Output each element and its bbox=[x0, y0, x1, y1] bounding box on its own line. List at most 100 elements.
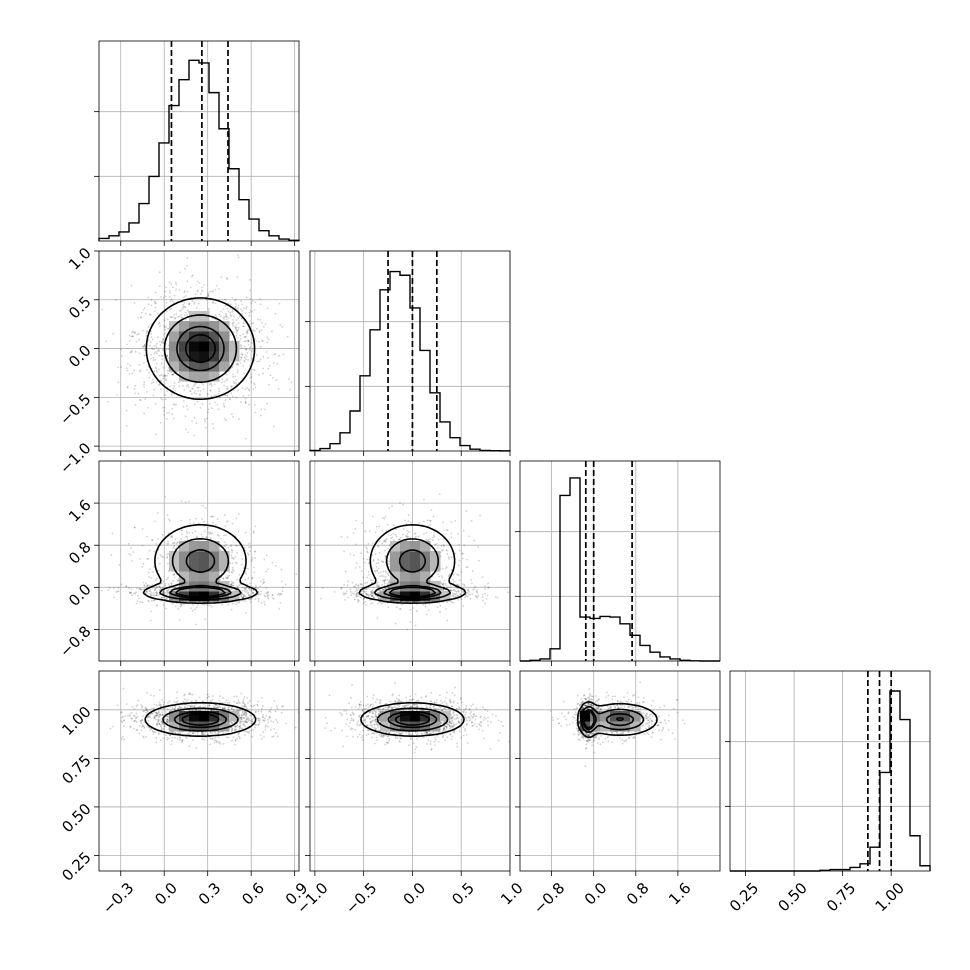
scatter-point bbox=[230, 582, 233, 585]
scatter-point bbox=[156, 604, 159, 606]
scatter-point bbox=[257, 597, 260, 600]
scatter-point bbox=[167, 583, 170, 586]
scatter-point bbox=[133, 526, 136, 529]
scatter-point bbox=[188, 303, 191, 305]
scatter-point bbox=[133, 387, 136, 390]
density-cell bbox=[179, 341, 190, 352]
scatter-point bbox=[140, 725, 143, 728]
scatter-point bbox=[367, 593, 370, 596]
scatter-point bbox=[279, 593, 282, 595]
scatter-point bbox=[266, 307, 269, 310]
scatter-point bbox=[176, 696, 178, 699]
scatter-point bbox=[429, 519, 432, 522]
scatter-point bbox=[150, 336, 153, 338]
scatter-point bbox=[229, 303, 232, 306]
scatter-point bbox=[110, 554, 113, 556]
scatter-point bbox=[441, 583, 444, 586]
scatter-point bbox=[361, 583, 364, 586]
scatter-point bbox=[271, 376, 274, 379]
scatter-point bbox=[439, 611, 441, 613]
scatter-point bbox=[459, 593, 462, 596]
scatter-point bbox=[243, 711, 246, 714]
scatter-point bbox=[371, 579, 374, 581]
scatter-point bbox=[390, 534, 392, 537]
scatter-point bbox=[172, 573, 175, 576]
density-cell bbox=[189, 551, 200, 562]
scatter-point bbox=[184, 314, 186, 317]
scatter-point bbox=[161, 338, 164, 340]
scatter-point bbox=[354, 590, 357, 593]
scatter-point bbox=[370, 591, 373, 594]
scatter-point bbox=[244, 402, 247, 405]
scatter-point bbox=[245, 567, 248, 570]
scatter-point bbox=[240, 352, 243, 355]
scatter-point bbox=[246, 721, 248, 723]
scatter-point bbox=[243, 359, 246, 362]
scatter-point bbox=[468, 591, 470, 593]
scatter-point bbox=[406, 536, 409, 539]
scatter-point bbox=[447, 556, 450, 559]
scatter-point bbox=[184, 311, 187, 314]
scatter-point bbox=[384, 541, 387, 544]
scatter-point bbox=[193, 403, 196, 406]
scatter-point bbox=[183, 296, 185, 299]
scatter-point bbox=[229, 562, 232, 565]
scatter-point bbox=[199, 293, 202, 295]
density-cell bbox=[219, 361, 230, 372]
scatter-point bbox=[140, 311, 143, 314]
scatter-point bbox=[252, 592, 254, 594]
scatter-point bbox=[153, 370, 156, 373]
scatter-point bbox=[252, 531, 255, 534]
scatter-point bbox=[170, 316, 172, 319]
scatter-point bbox=[132, 330, 135, 333]
scatter-point bbox=[184, 706, 187, 708]
scatter-point bbox=[170, 709, 172, 712]
scatter-point bbox=[250, 589, 253, 592]
scatter-point bbox=[128, 339, 131, 342]
scatter-point bbox=[160, 388, 162, 391]
scatter-point bbox=[215, 315, 218, 318]
scatter-point bbox=[155, 711, 157, 714]
scatter-point bbox=[202, 603, 205, 606]
scatter-point bbox=[230, 580, 233, 583]
scatter-point bbox=[237, 307, 240, 310]
scatter-point bbox=[161, 714, 164, 717]
scatter-point bbox=[91, 309, 93, 311]
scatter-point bbox=[477, 594, 480, 597]
scatter-point bbox=[234, 327, 237, 329]
scatter-point bbox=[253, 571, 256, 574]
scatter-point bbox=[221, 378, 224, 381]
scatter-point bbox=[186, 280, 189, 283]
scatter-point bbox=[234, 298, 237, 301]
scatter-point bbox=[231, 568, 234, 571]
scatter-point bbox=[154, 358, 157, 361]
scatter-point bbox=[405, 535, 408, 537]
scatter-point bbox=[470, 582, 473, 585]
scatter-point bbox=[141, 527, 144, 530]
scatter-point bbox=[274, 312, 277, 315]
scatter-point bbox=[253, 550, 256, 553]
scatter-point bbox=[404, 519, 406, 522]
scatter-point bbox=[162, 342, 165, 345]
scatter-point bbox=[442, 584, 444, 586]
scatter-point bbox=[189, 390, 191, 393]
scatter-point bbox=[237, 363, 240, 365]
scatter-point bbox=[134, 392, 137, 395]
scatter-point bbox=[273, 700, 276, 702]
scatter-point bbox=[466, 595, 469, 598]
scatter-point bbox=[467, 589, 470, 592]
scatter-point bbox=[153, 589, 156, 591]
scatter-point bbox=[445, 566, 448, 569]
scatter-point bbox=[244, 572, 247, 575]
density-cell bbox=[179, 361, 190, 372]
scatter-point bbox=[250, 597, 252, 600]
scatter-point bbox=[148, 376, 151, 379]
scatter-point bbox=[172, 286, 174, 289]
scatter-point bbox=[225, 277, 228, 280]
scatter-point bbox=[371, 542, 374, 544]
scatter-point bbox=[158, 384, 160, 386]
scatter-point bbox=[151, 347, 154, 350]
scatter-point bbox=[171, 536, 174, 538]
scatter-point bbox=[153, 388, 155, 391]
scatter-point bbox=[462, 605, 465, 607]
